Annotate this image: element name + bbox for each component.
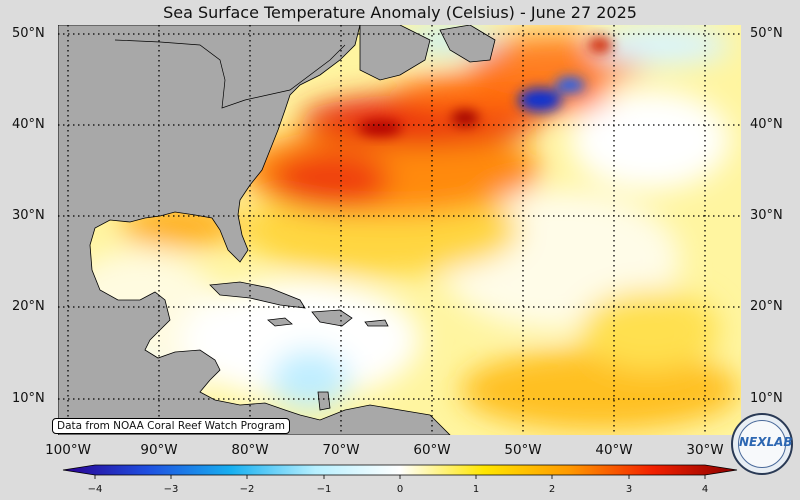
lon-label: 90°W (140, 442, 178, 458)
lat-label-left: 20°N (12, 299, 45, 314)
colorbar-tick: 2 (548, 484, 556, 495)
lat-label-left: 40°N (12, 117, 45, 132)
logo-text: NEXLAB (739, 435, 793, 449)
colorbar-tick: −4 (87, 484, 103, 495)
lat-label-left: 10°N (12, 391, 45, 406)
lat-label-left: 50°N (12, 26, 45, 41)
lat-label-right: 20°N (750, 299, 783, 314)
lon-label: 50°W (504, 442, 542, 458)
nexlab-logo: NEXLAB (731, 413, 793, 475)
lat-label-right: 10°N (750, 391, 783, 406)
colorbar-tick: −1 (316, 484, 332, 495)
border-line (114, 39, 346, 109)
lon-label: 40°W (595, 442, 633, 458)
lat-label-right: 50°N (750, 26, 783, 41)
colorbar-tick: 0 (396, 484, 404, 495)
logo-globe-icon: NEXLAB (738, 420, 793, 468)
land-layer (58, 25, 496, 435)
lat-label-right: 40°N (750, 117, 783, 132)
data-credit-box: Data from NOAA Coral Reef Watch Program (52, 418, 290, 434)
lon-label: 100°W (45, 442, 91, 458)
graticule (58, 25, 741, 435)
colorbar-tick: −3 (163, 484, 179, 495)
colorbar-tick: 4 (701, 484, 709, 495)
lon-label: 80°W (231, 442, 269, 458)
lon-label: 60°W (413, 442, 451, 458)
lon-label: 70°W (322, 442, 360, 458)
lat-label-left: 30°N (12, 208, 45, 223)
colorbar-tick: 3 (625, 484, 633, 495)
ocean-layer (58, 25, 741, 435)
lat-label-right: 30°N (750, 208, 783, 223)
colorbar (62, 464, 738, 479)
lon-label: 30°W (686, 442, 724, 458)
map-title: Sea Surface Temperature Anomaly (Celsius… (163, 3, 637, 22)
colorbar-tick: 1 (472, 484, 480, 495)
colorbar-tick: −2 (239, 484, 255, 495)
